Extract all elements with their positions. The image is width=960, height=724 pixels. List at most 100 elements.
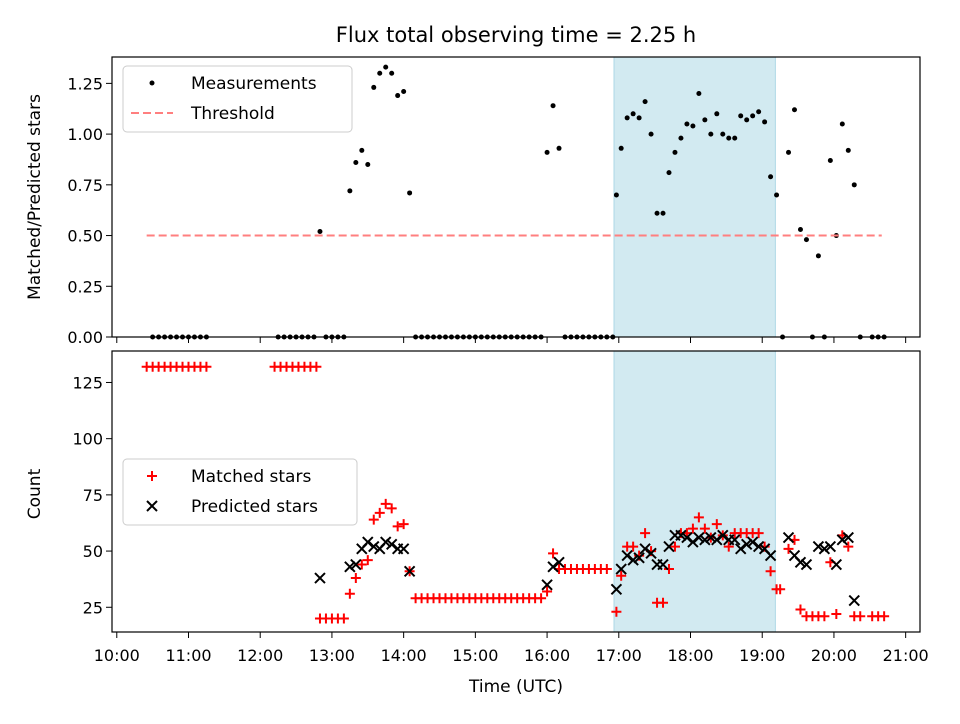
data-point	[753, 528, 764, 539]
data-point	[669, 541, 680, 552]
data-point	[615, 563, 627, 575]
data-point	[848, 594, 860, 607]
data-point	[693, 531, 705, 544]
data-point	[717, 529, 729, 542]
data-point	[708, 131, 714, 137]
legend-label: Matched stars	[191, 467, 311, 487]
data-point	[762, 119, 768, 125]
y-tick-label: 0.00	[67, 328, 103, 347]
data-point	[678, 135, 684, 141]
data-point	[311, 361, 322, 372]
data-point	[645, 547, 657, 560]
data-point	[657, 558, 669, 571]
data-point	[397, 543, 410, 555]
data-point	[350, 558, 362, 571]
data-point	[660, 210, 666, 216]
shaded-interval	[613, 56, 776, 338]
data-point	[385, 538, 398, 551]
data-point	[675, 529, 687, 542]
data-point	[879, 611, 890, 622]
data-point	[720, 131, 726, 137]
x-tick-label: 10:00	[94, 646, 140, 665]
y-tick-label: 75	[83, 486, 103, 505]
data-point	[851, 182, 857, 188]
data-point	[696, 91, 702, 97]
data-point	[380, 536, 392, 548]
panel-0: 0.00 0.25 0.50 0.75 1.00 1.25 Measurements Thre…	[67, 56, 921, 347]
data-point	[740, 538, 753, 551]
data-point	[744, 117, 750, 123]
data-point	[553, 556, 565, 569]
data-point	[705, 531, 717, 544]
data-point	[764, 549, 777, 562]
data-point	[684, 121, 690, 127]
data-point	[542, 586, 553, 597]
data-point	[401, 88, 407, 94]
data-point	[380, 498, 391, 509]
data-point	[714, 111, 720, 117]
y-tick-label: 0.75	[67, 176, 103, 195]
data-point	[815, 253, 821, 259]
data-point	[611, 606, 622, 617]
data-point	[681, 531, 693, 544]
data-point	[693, 512, 704, 523]
legend-marker	[147, 471, 157, 481]
data-point	[791, 107, 797, 113]
data-point	[639, 543, 651, 555]
data-point	[633, 552, 645, 564]
x-tick-label: 14:00	[381, 646, 427, 665]
data-point	[547, 561, 559, 573]
data-point	[699, 523, 710, 534]
x-tick-label: 12:00	[237, 646, 283, 665]
data-point	[541, 579, 553, 591]
legend: Matched stars Predicted stars	[122, 458, 358, 526]
data-point	[613, 192, 619, 198]
data-point	[398, 519, 409, 530]
data-point	[690, 123, 696, 129]
data-point	[765, 566, 776, 577]
data-point	[356, 559, 367, 570]
legend-label: Threshold	[190, 104, 275, 124]
data-point	[371, 84, 377, 90]
data-point	[827, 157, 833, 163]
x-tick-label: 17:00	[596, 646, 642, 665]
data-point	[839, 121, 845, 127]
data-point	[786, 149, 792, 155]
data-point	[359, 147, 365, 153]
axes-frame	[111, 350, 921, 633]
data-point	[368, 540, 380, 553]
data-point	[548, 548, 559, 559]
data-point	[374, 507, 385, 518]
data-point	[768, 174, 774, 180]
data-point	[628, 541, 639, 552]
data-point	[756, 109, 762, 115]
x-tick-label: 21:00	[883, 646, 929, 665]
data-point	[640, 528, 651, 539]
x-tick-label: 13:00	[309, 646, 355, 665]
data-point	[726, 135, 732, 141]
y-tick-label: 0.50	[67, 227, 103, 246]
y-tick-label: 1.00	[67, 125, 103, 144]
x-tick-label: 20:00	[811, 646, 857, 665]
data-point	[824, 540, 837, 553]
data-point	[699, 534, 711, 546]
data-point	[845, 147, 851, 153]
data-point	[365, 162, 371, 168]
x-tick-label: 18:00	[667, 646, 713, 665]
data-point	[347, 188, 353, 194]
series-0-0	[150, 64, 887, 340]
data-point	[782, 531, 795, 544]
y-tick-label: 100	[72, 430, 103, 449]
data-point	[795, 604, 806, 615]
legend-label: Measurements	[191, 74, 317, 94]
legend-label: Predicted stars	[191, 497, 318, 517]
y-tick-label: 1.25	[67, 74, 103, 93]
data-point	[687, 536, 699, 548]
data-point	[711, 534, 723, 546]
y-tick-label: 25	[83, 598, 103, 617]
data-point	[648, 131, 654, 137]
data-point	[344, 588, 355, 599]
panel-1: 25 50 75 100 125 10:00 11:00 12:00 13:00 14:00 15:…	[72, 350, 929, 665]
data-point	[362, 555, 373, 566]
